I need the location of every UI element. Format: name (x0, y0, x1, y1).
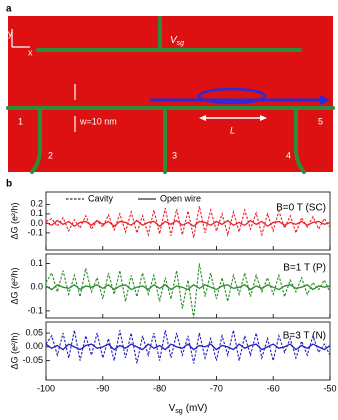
annotation: B=1 T (P) (283, 263, 326, 274)
data-line (45, 206, 331, 238)
y-tick-label: 0.1 (30, 258, 43, 268)
y-tick-label: 0.05 (25, 327, 43, 337)
cavity-orbit (197, 87, 267, 105)
y-tick-label: -0.1 (27, 227, 43, 237)
gate (36, 16, 302, 52)
plot-frame (45, 321, 331, 381)
device-diagram: y x Vsg w=10 nm L 1 2 3 4 5 (6, 16, 335, 174)
terminal-label: 4 (286, 150, 291, 160)
arrowhead (260, 115, 267, 121)
length-label: L (230, 125, 235, 135)
axis-label: x (28, 47, 33, 57)
panel-label: b (6, 179, 12, 190)
y-tick-label: -0.1 (27, 305, 43, 315)
lead (294, 106, 306, 174)
lead (30, 106, 42, 174)
x-tick-label: -70 (210, 383, 223, 393)
x-tick-label: -50 (323, 383, 336, 393)
x-tick-label: -100 (37, 383, 55, 393)
axis-label: y (8, 28, 13, 38)
y-axis-label: ΔG (e²/h) (9, 267, 19, 304)
legend-label: Cavity (88, 193, 114, 203)
panel-label: a (6, 4, 12, 15)
y-tick-label: 0.0 (30, 218, 43, 228)
width-label: w=10 nm (79, 116, 117, 126)
terminal-label: 3 (172, 150, 177, 160)
x-tick-label: -90 (96, 383, 109, 393)
arrowhead (199, 115, 206, 121)
annotation: B=3 T (N) (283, 331, 326, 342)
x-tick-label: -80 (153, 383, 166, 393)
data-line (45, 219, 331, 228)
y-tick-label: 0.00 (25, 341, 43, 351)
data-line (45, 343, 331, 351)
y-tick-label: -0.05 (22, 355, 43, 365)
y-axis-label: ΔG (e²/h) (9, 202, 19, 239)
data-line (45, 263, 331, 319)
terminal-label: 5 (318, 116, 323, 126)
terminal-label: 2 (48, 150, 53, 160)
terminal-label: 1 (18, 116, 23, 126)
y-tick-label: 0.2 (30, 199, 43, 209)
y-tick-label: 0.1 (30, 208, 43, 218)
x-axis-label: Vsg (mV) (169, 403, 208, 415)
y-axis-label: ΔG (e²/h) (9, 332, 19, 369)
annotation: B=0 T (SC) (276, 203, 326, 214)
arrowhead (320, 95, 330, 105)
gate-label: Vsg (170, 35, 184, 47)
substrate (8, 16, 333, 172)
x-tick-label: -60 (267, 383, 280, 393)
data-line (45, 284, 331, 291)
legend-label: Open wire (160, 193, 201, 203)
y-tick-label: 0.0 (30, 282, 43, 292)
